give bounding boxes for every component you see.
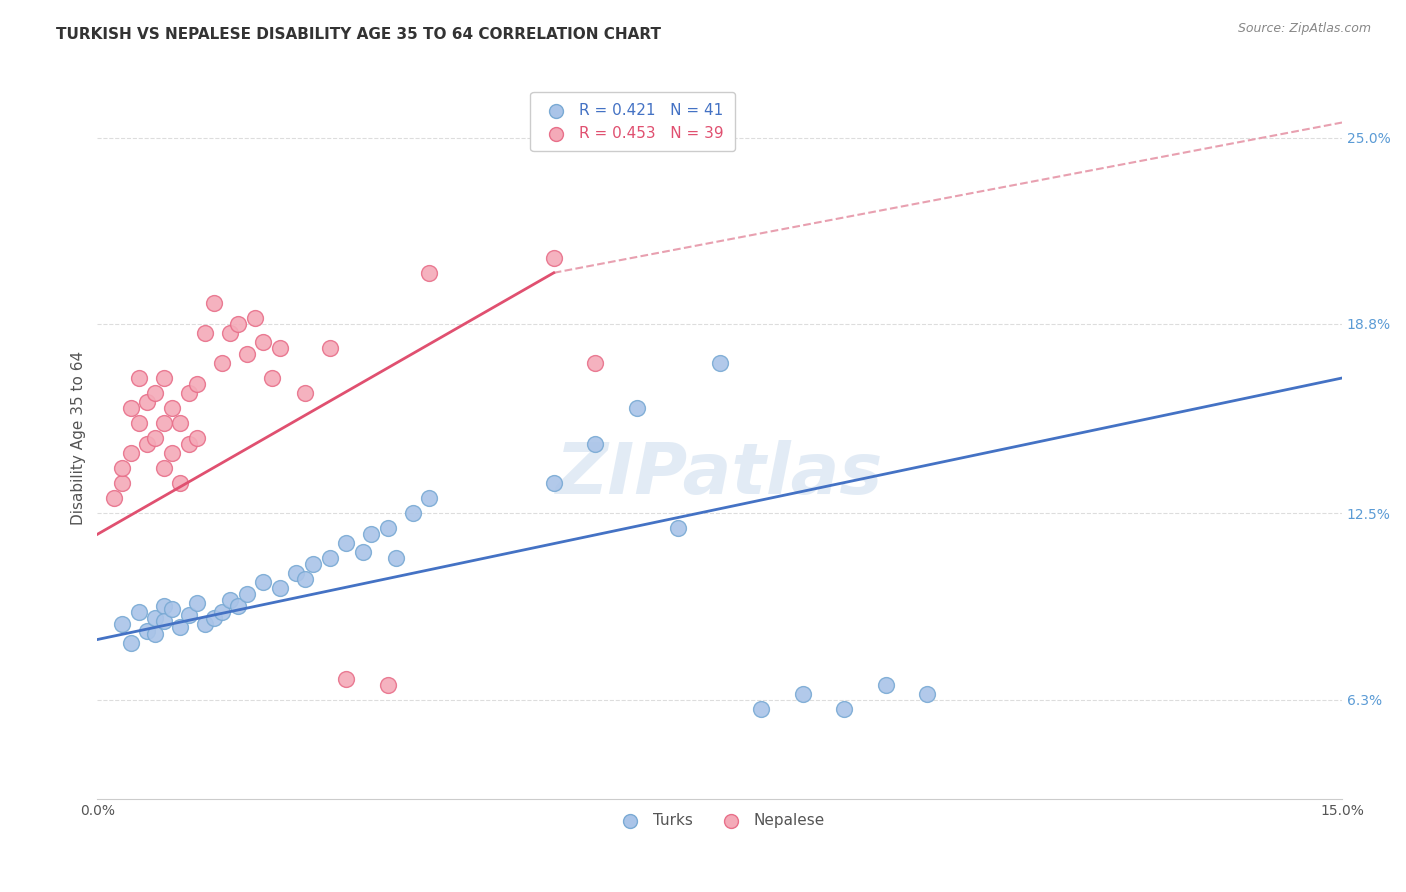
Point [228, 599, 250, 614]
Point [169, 620, 191, 634]
Point [583, 437, 606, 451]
Point [219, 593, 242, 607]
Point [235, 347, 257, 361]
Point [194, 326, 217, 340]
Point [103, 491, 125, 506]
Y-axis label: Disability Age 35 to 64: Disability Age 35 to 64 [72, 351, 86, 525]
Point [145, 431, 167, 445]
Point [626, 401, 648, 415]
Point [169, 416, 191, 430]
Point [194, 617, 217, 632]
Point [186, 377, 208, 392]
Point [152, 416, 174, 430]
Point [749, 701, 772, 715]
Point [120, 401, 142, 415]
Point [418, 266, 440, 280]
Point [832, 701, 855, 715]
Point [875, 677, 897, 691]
Point [120, 446, 142, 460]
Text: Source: ZipAtlas.com: Source: ZipAtlas.com [1237, 22, 1371, 36]
Point [145, 626, 167, 640]
Point [666, 521, 689, 535]
Point [136, 395, 159, 409]
Point [915, 687, 938, 701]
Point [269, 341, 291, 355]
Point [152, 461, 174, 475]
Point [377, 521, 399, 535]
Point [709, 356, 731, 370]
Point [335, 672, 357, 686]
Point [352, 545, 374, 559]
Point [136, 624, 159, 638]
Point [202, 296, 225, 310]
Point [385, 551, 408, 566]
Point [177, 608, 200, 623]
Point [111, 617, 134, 632]
Point [111, 476, 134, 491]
Point [211, 356, 233, 370]
Point [145, 386, 167, 401]
Point [128, 371, 150, 385]
Point [136, 437, 159, 451]
Point [235, 587, 257, 601]
Point [583, 356, 606, 370]
Point [160, 602, 183, 616]
Point [260, 371, 283, 385]
Point [792, 687, 814, 701]
Point [335, 536, 357, 550]
Point [377, 677, 399, 691]
Point [152, 615, 174, 629]
Text: ZIPatlas: ZIPatlas [555, 440, 883, 508]
Point [285, 566, 308, 581]
Point [219, 326, 242, 340]
Point [243, 310, 266, 325]
Legend: Turks, Nepalese: Turks, Nepalese [609, 807, 831, 835]
Point [152, 371, 174, 385]
Point [128, 606, 150, 620]
Point [111, 461, 134, 475]
Point [160, 401, 183, 415]
Point [202, 611, 225, 625]
Point [360, 527, 382, 541]
Point [120, 635, 142, 649]
Point [177, 386, 200, 401]
Point [228, 317, 250, 331]
Point [160, 446, 183, 460]
Point [145, 611, 167, 625]
Text: TURKISH VS NEPALESE DISABILITY AGE 35 TO 64 CORRELATION CHART: TURKISH VS NEPALESE DISABILITY AGE 35 TO… [56, 27, 661, 42]
Point [186, 431, 208, 445]
Point [152, 599, 174, 614]
Point [169, 476, 191, 491]
Point [318, 341, 340, 355]
Point [269, 582, 291, 596]
Point [294, 573, 316, 587]
Point [186, 597, 208, 611]
Point [177, 437, 200, 451]
Point [211, 606, 233, 620]
Point [302, 558, 325, 572]
Point [252, 334, 274, 349]
Point [128, 416, 150, 430]
Point [252, 575, 274, 590]
Point [418, 491, 440, 506]
Point [318, 551, 340, 566]
Point [294, 386, 316, 401]
Point [543, 476, 565, 491]
Point [543, 251, 565, 265]
Point [402, 506, 425, 520]
